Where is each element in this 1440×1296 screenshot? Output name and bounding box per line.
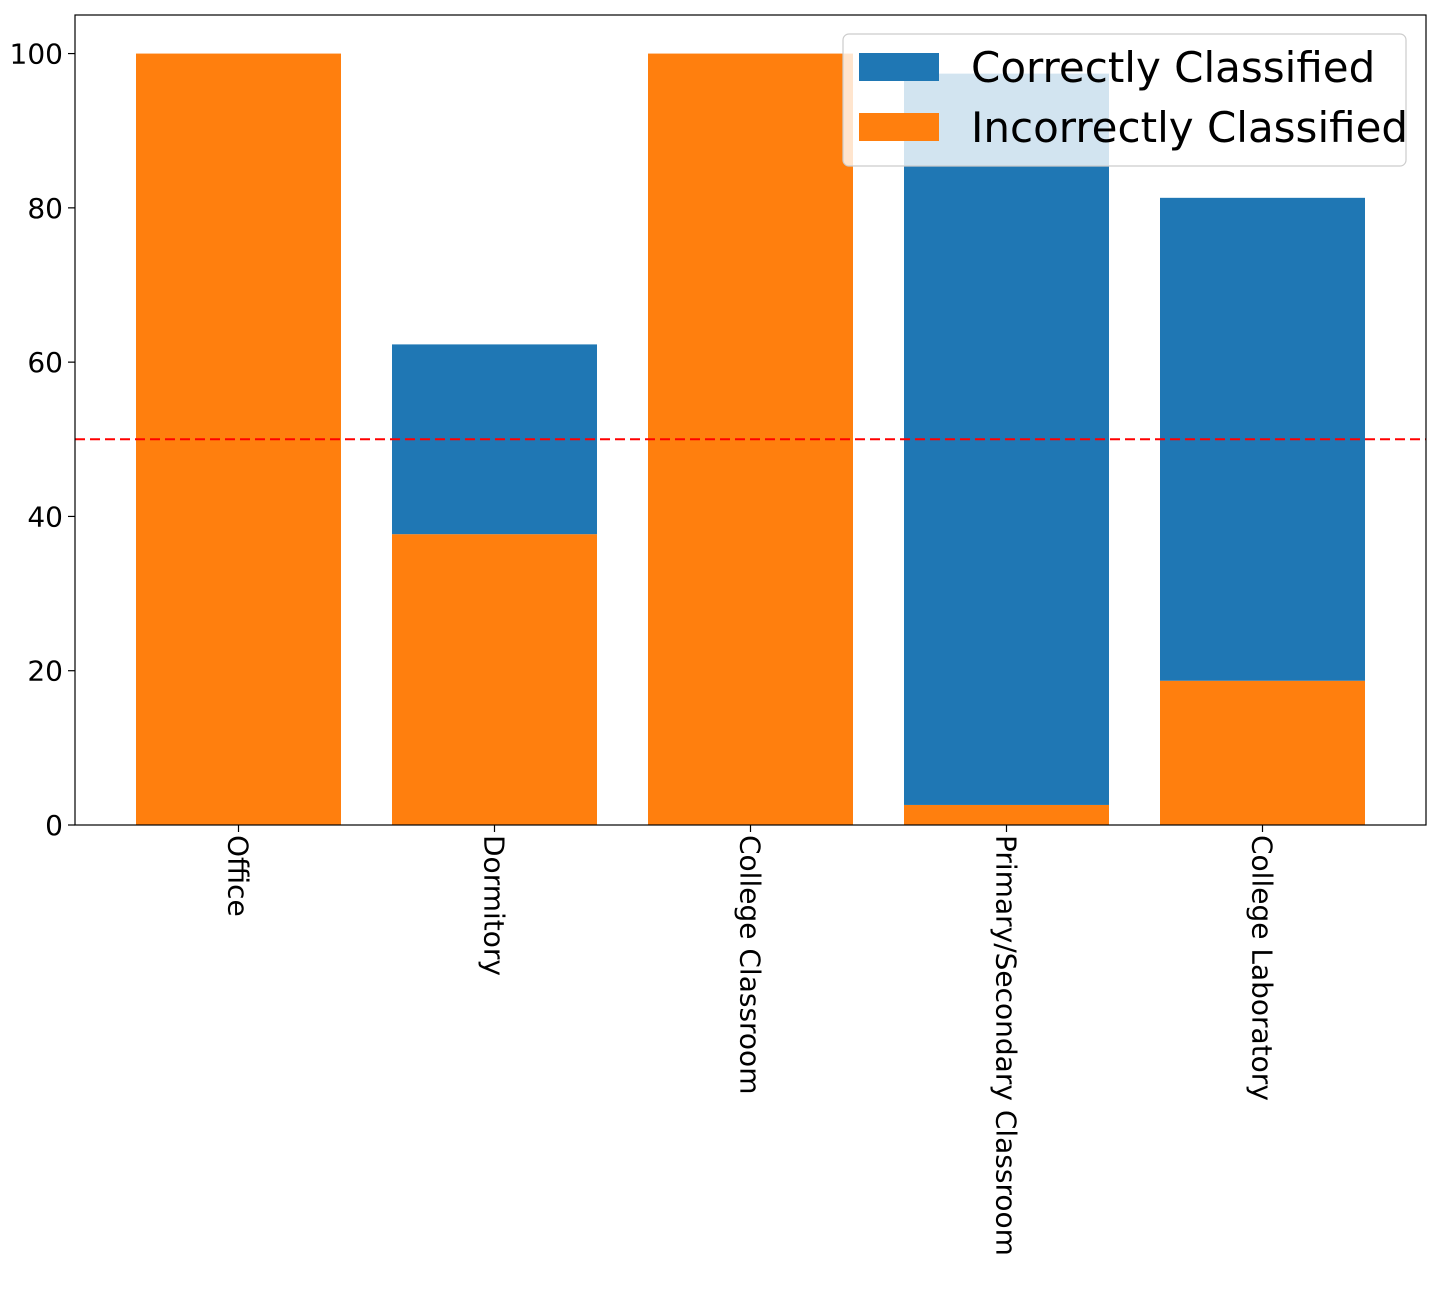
bars-layer [136,53,1365,826]
y-tick-label: 20 [27,655,63,688]
y-tick-label: 40 [27,500,63,533]
x-tick-label: Dormitory [478,835,511,976]
plot-frame [74,14,1427,826]
x-tick-label: Primary/Secondary Classroom [990,835,1023,1256]
bar-incorrect-1 [392,534,597,825]
bar-incorrect-4 [1160,680,1365,825]
x-tick-label: College Classroom [734,835,767,1094]
x-axis: Office Dormitory College Classroom Primary/… [222,825,1279,1256]
legend-label: Correctly Classified [971,43,1375,92]
y-axis: 0 20 40 60 80 100 [10,38,75,842]
y-tick-label: 60 [27,346,63,379]
x-tick-label: College Laboratory [1246,835,1279,1101]
legend-swatch [859,53,939,81]
y-tick-label: 100 [10,38,63,71]
legend-swatch [859,113,939,141]
legend-box [842,33,1407,167]
y-tick-label: 80 [27,192,63,225]
bar-incorrect-3 [904,804,1109,825]
x-tick-label: Office [222,835,255,917]
legend: Correctly Classified Incorrectly Classifi… [842,33,1408,167]
y-tick-label: 0 [45,809,63,842]
legend-label: Incorrectly Classified [971,103,1408,152]
